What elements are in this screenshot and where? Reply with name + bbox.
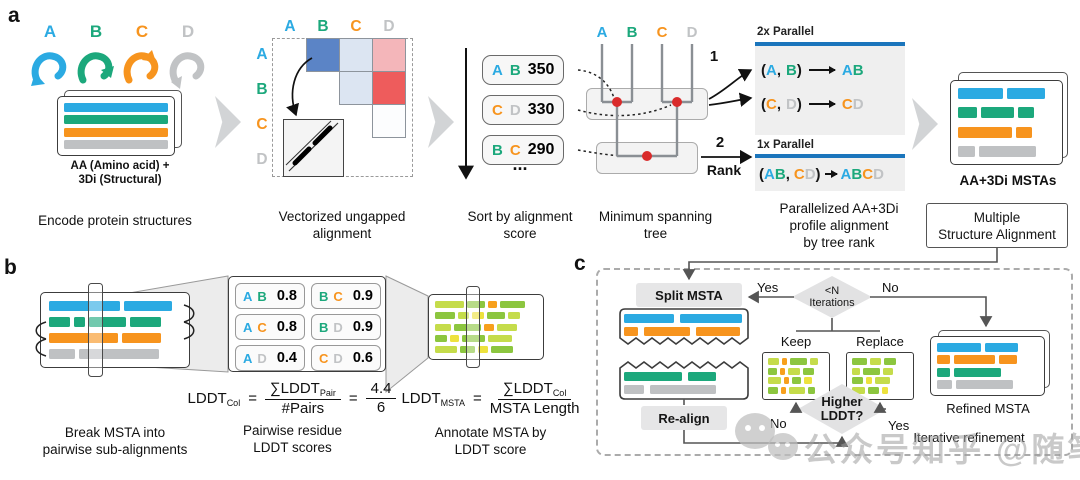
pair-lddt-ad: A D 0.4 <box>235 345 305 371</box>
multiple-structure-alignment-box: Multiple Structure Alignment <box>926 203 1068 248</box>
replace-label: Replace <box>856 334 904 349</box>
protein-a-label: A <box>43 22 57 41</box>
protein-d-label: D <box>181 22 195 41</box>
arrow-icon <box>808 99 836 108</box>
pair-lddt-ab: A B 0.8 <box>235 283 305 309</box>
pairwise-caption: Pairwise residue LDDT scores <box>242 423 343 455</box>
mst-caption: Minimum spanning tree <box>598 209 713 241</box>
flow-arrow-icon <box>912 98 938 150</box>
matrix-row-a: A <box>256 46 268 63</box>
protein-ribbon-a-icon <box>30 46 70 95</box>
refined-msta-card <box>930 336 1045 396</box>
rank-2-label: 2 <box>715 134 725 151</box>
column-marker <box>88 283 103 377</box>
matrix-row-d: D <box>256 151 268 168</box>
panel-b-label: b <box>4 256 17 279</box>
protein-c-label: C <box>135 22 149 41</box>
sort-caption: Sort by alignment score <box>467 209 573 241</box>
mst-leaf-c: C <box>656 24 668 41</box>
matrix-cell-ad <box>372 38 406 72</box>
score-chip-bc: B C 290 <box>482 135 565 165</box>
matrix-col-b: B <box>317 18 329 35</box>
pair-lddt-ac: A C 0.8 <box>235 314 305 340</box>
annotate-caption: Annotate MSTA by LDDT score <box>434 425 547 457</box>
msta-card <box>950 80 1063 165</box>
matrix-col-a: A <box>284 18 296 35</box>
rank-1-label: 1 <box>709 48 719 65</box>
arrow-icon <box>824 169 838 178</box>
parallel-1x-rule <box>755 154 905 158</box>
protein-ribbon-b-icon <box>76 46 116 95</box>
encoded-card-caption: AA (Amino acid) + 3Di (Structural) <box>70 160 170 186</box>
score-chip-ab: A B 350 <box>482 55 565 85</box>
parallel-1x-label: 1x Parallel <box>757 139 814 151</box>
higher-lddt-no-label: No <box>770 416 787 431</box>
parallel-2x-label: 2x Parallel <box>757 26 814 38</box>
re-align-step: Re-align <box>641 406 727 430</box>
rank-label: Rank <box>706 162 742 178</box>
matrix-cell-ac <box>339 38 373 72</box>
encode-caption: Encode protein structures <box>38 213 192 228</box>
matrix-cell-cd <box>372 104 406 138</box>
mst-rank1-box <box>586 88 708 120</box>
matrix-cell-ab <box>306 38 340 72</box>
split-msta-visual <box>614 306 754 407</box>
annotated-msta-box <box>428 294 544 360</box>
parallel-2x-box <box>755 45 905 135</box>
matrix-row-b: B <box>256 81 268 98</box>
column-marker <box>466 286 480 368</box>
protein-ribbon-d-icon <box>168 46 208 95</box>
break-caption: Break MSTA into pairwise sub-alignments <box>42 425 188 457</box>
lddt-col-formula: LDDTCol = ∑LDDTPair #Pairs = 4.4 6 <box>178 380 406 418</box>
mst-rank2-box <box>596 142 698 174</box>
panel-c-label: c <box>574 252 586 275</box>
mst-leaf-a: A <box>596 24 608 41</box>
matrix-row-c: C <box>256 116 268 133</box>
pair-lddt-bd: B D 0.9 <box>311 314 381 340</box>
panel-a-label: a <box>8 4 20 27</box>
msta-break-box <box>40 292 190 368</box>
higher-lddt-yes-label: Yes <box>888 418 910 433</box>
pair-lddt-bc: B C 0.9 <box>311 283 381 309</box>
parallel-2x-rule <box>755 42 905 46</box>
protein-b-label: B <box>89 22 103 41</box>
encoded-card <box>57 96 175 156</box>
flow-arrow-icon <box>428 96 454 148</box>
lddt-msta-formula: LDDTMSTA = ∑LDDTCol MSTA Length <box>401 380 580 417</box>
matrix-col-c: C <box>350 18 362 35</box>
flow-arrow-icon <box>215 96 241 148</box>
ungapped-diagonal-inset <box>283 119 344 177</box>
protein-ribbon-c-icon <box>122 46 162 95</box>
mstas-caption: AA+3Di MSTAs <box>959 173 1057 188</box>
iteration-yes-label: Yes <box>757 280 779 295</box>
refined-msta-caption: Refined MSTA <box>946 401 1030 416</box>
arrow-icon <box>808 65 836 74</box>
pair-lddt-cd: C D 0.6 <box>311 345 381 371</box>
parallel-caption: Parallelized AA+3Di profile alignment by… <box>779 201 899 250</box>
matrix-cell-bc <box>339 71 373 105</box>
vectorized-caption: Vectorized ungapped alignment <box>278 209 406 241</box>
mst-leaf-b: B <box>626 24 638 41</box>
matrix-cell-bd <box>372 71 406 105</box>
sort-ellipsis: ... <box>512 154 528 174</box>
mst-leaf-d: D <box>686 24 698 41</box>
split-msta-step: Split MSTA <box>636 283 742 307</box>
keep-msta-thumbnail <box>762 352 830 400</box>
matrix-col-d: D <box>383 18 395 35</box>
replace-msta-thumbnail <box>846 352 914 400</box>
iterative-refinement-caption: Iterative refinement <box>913 430 1025 445</box>
score-chip-cd: C D 330 <box>482 95 565 125</box>
iteration-no-label: No <box>882 280 899 295</box>
keep-label: Keep <box>780 334 812 349</box>
